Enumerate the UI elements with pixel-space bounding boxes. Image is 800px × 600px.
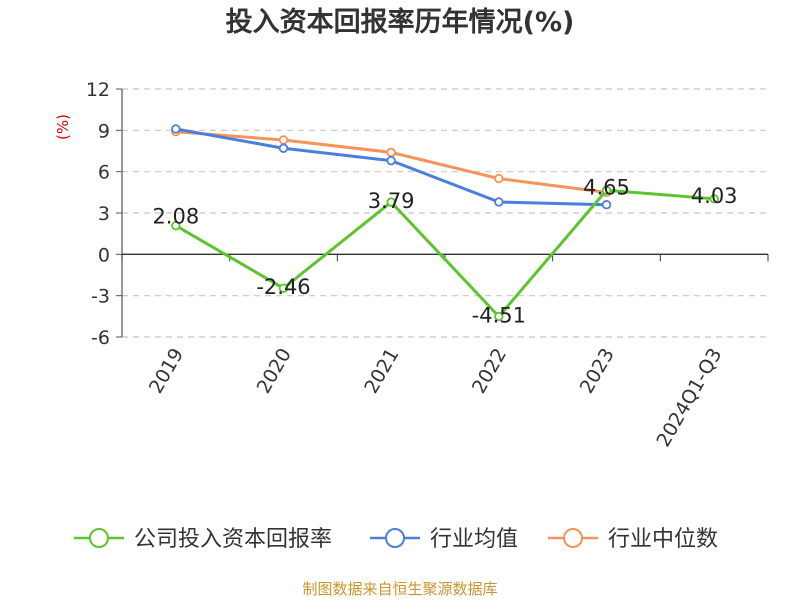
data-point	[278, 283, 289, 293]
data-point	[386, 147, 396, 158]
y-tick-label: -6	[91, 327, 110, 349]
data-label: 4.65	[583, 175, 630, 199]
data-point	[171, 124, 181, 134]
legend-swatch-marker	[89, 528, 109, 548]
data-label: 2.08	[152, 205, 199, 229]
legend-label: 行业中位数	[608, 527, 718, 552]
y-tick-label: 12	[86, 79, 110, 101]
series-layer	[171, 124, 719, 322]
source-note: 制图数据来自恒生聚源数据库	[302, 580, 498, 598]
legend: 公司投入资本回报率 行业均值 行业中位数	[74, 527, 718, 552]
data-point	[494, 197, 504, 207]
chart-title: 投入资本回报率历年情况(%)	[225, 7, 575, 38]
x-tick-label: 2022	[468, 345, 511, 398]
axis-layer: 12 9 6 3 0 -3 -6 (%) 2019 2020 2021 2022 2023 2024Q1-…	[54, 79, 769, 451]
y-tick-label: -3	[91, 286, 110, 308]
x-tick-label: 2023	[576, 345, 619, 398]
data-point	[601, 200, 612, 210]
legend-swatch-marker	[563, 528, 583, 548]
x-tick-label: 2024Q1-Q3	[652, 345, 726, 451]
data-point	[494, 173, 504, 184]
legend-swatch-marker	[385, 528, 405, 548]
data-point	[171, 220, 181, 231]
y-tick-label: 0	[98, 244, 110, 266]
grid-layer	[122, 88, 768, 338]
x-tick-label: 2020	[253, 345, 296, 398]
data-label: -2.46	[256, 275, 310, 299]
legend-label: 公司投入资本回报率	[134, 527, 332, 552]
series-line	[175, 188, 715, 318]
y-tick-label: 9	[98, 120, 110, 142]
x-tick-label: 2021	[360, 345, 403, 398]
data-point	[278, 143, 289, 153]
y-axis-unit: (%)	[54, 114, 72, 140]
data-point	[278, 135, 289, 145]
data-label: -4.51	[472, 303, 526, 327]
legend-label: 行业均值	[430, 527, 518, 552]
data-point	[601, 185, 612, 195]
data-point	[709, 194, 719, 204]
data-label: 4.03	[691, 184, 738, 208]
data-point	[386, 155, 396, 166]
label-layer: 2.08 -2.46 3.79 -4.51 4.65 4.03	[152, 175, 737, 327]
y-tick-label: 3	[98, 203, 110, 225]
data-label: 3.79	[368, 189, 415, 213]
x-tick-label: 2019	[145, 345, 188, 398]
y-tick-label: 6	[98, 162, 110, 184]
data-point	[494, 311, 504, 322]
data-point	[386, 197, 396, 207]
